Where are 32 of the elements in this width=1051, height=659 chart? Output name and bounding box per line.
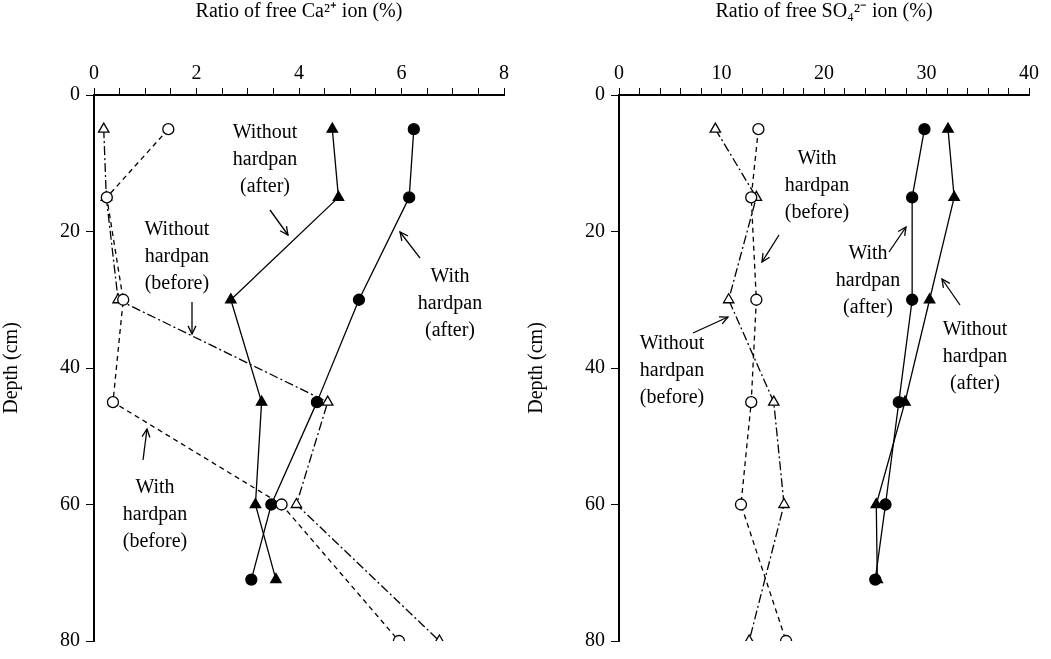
x-axis-title: Ratio of free SO₄²⁻ ion (%)	[715, 0, 933, 23]
y-tick-label: 40	[585, 355, 605, 378]
annotation: With hardpan (after)	[835, 241, 901, 319]
y-tick-label: 20	[585, 218, 605, 241]
x-tick-label: 40	[1019, 61, 1039, 84]
x-tick-label: 8	[499, 61, 509, 84]
x-tick-label: 2	[191, 61, 202, 84]
annotation: With hardpan (after)	[417, 264, 483, 342]
x-tick-label: 4	[294, 61, 304, 84]
y-axis-title: Depth (cm)	[0, 322, 23, 414]
y-tick-label: 80	[585, 628, 605, 651]
annotation: Without hardpan (before)	[639, 331, 705, 409]
y-tick-label: 0	[70, 82, 80, 105]
x-tick-label: 30	[916, 61, 937, 84]
x-axis-title: Ratio of free Ca²⁺ ion (%)	[195, 0, 403, 23]
annotation: With hardpan (before)	[122, 475, 188, 553]
x-tick-label: 0	[614, 61, 624, 84]
y-tick-label: 0	[595, 82, 605, 105]
annotation: Without hardpan (after)	[942, 317, 1008, 395]
y-tick-label: 20	[60, 218, 80, 241]
x-tick-label: 10	[711, 61, 732, 84]
annotation: Without hardpan (after)	[232, 120, 298, 198]
y-axis-title: Depth (cm)	[524, 322, 548, 414]
x-tick-label: 6	[396, 61, 407, 84]
annotation: With hardpan (before)	[784, 146, 850, 224]
x-tick-label: 20	[814, 61, 834, 84]
y-tick-label: 60	[585, 491, 605, 514]
y-tick-label: 60	[60, 491, 80, 514]
x-tick-label: 0	[89, 61, 99, 84]
annotation: Without hardpan (before)	[144, 217, 210, 295]
y-tick-label: 40	[60, 355, 80, 378]
y-tick-label: 80	[60, 628, 80, 651]
